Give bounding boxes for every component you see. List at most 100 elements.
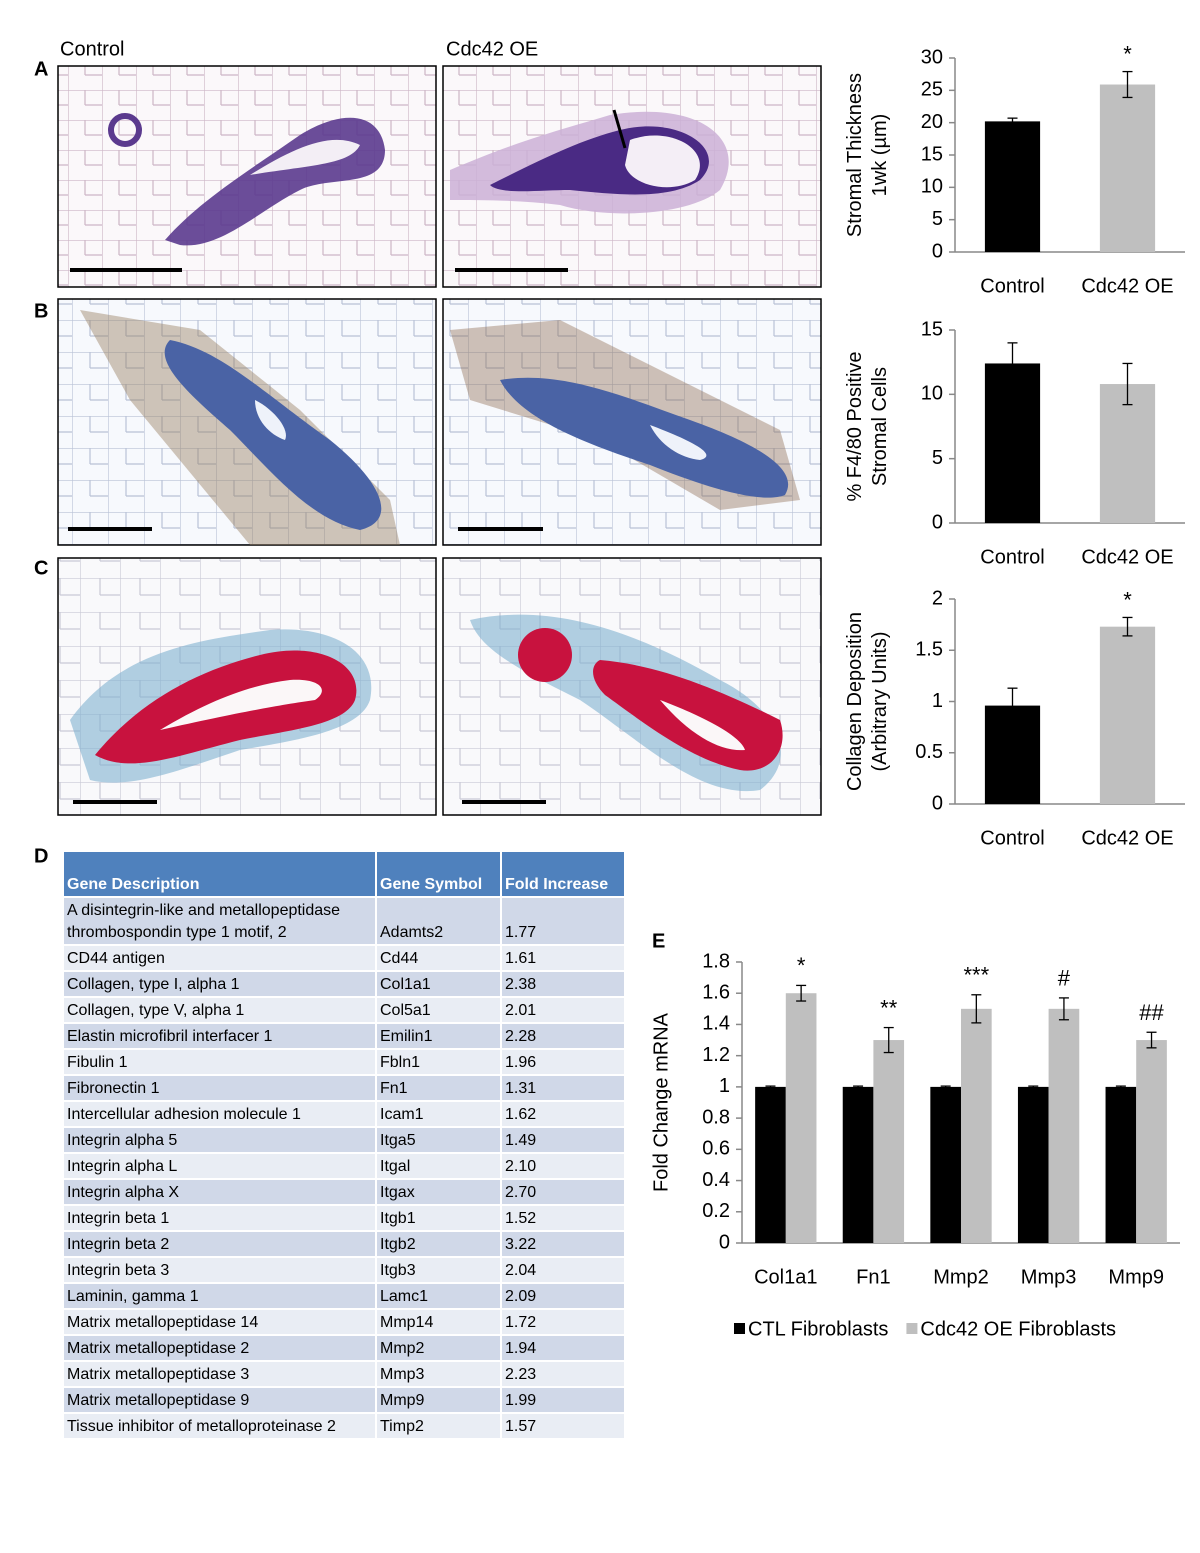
bar (1099, 626, 1156, 804)
table-cell: CD44 antigen (62, 944, 377, 972)
table-cell: Itgal (375, 1152, 502, 1180)
bar (984, 121, 1041, 252)
table-cell: 1.96 (500, 1048, 626, 1076)
table-cell: Fibulin 1 (62, 1048, 377, 1076)
bar (1048, 1008, 1080, 1243)
table-cell: Itgax (375, 1178, 502, 1206)
table-cell: 2.23 (500, 1360, 626, 1388)
y-tick-label: 0.5 (915, 741, 943, 763)
x-tick-label: Fn1 (856, 1266, 890, 1288)
bar (785, 993, 817, 1243)
table-cell: Emilin1 (375, 1022, 502, 1050)
table-row: CD44 antigen Cd44 1.61 (62, 944, 626, 972)
table-cell: Itgb1 (375, 1204, 502, 1232)
y-axis-label: Collagen Deposition (844, 612, 866, 791)
bar (842, 1086, 874, 1243)
table-row: Integrin alpha 5 Itga5 1.49 (62, 1126, 626, 1154)
micrograph (442, 557, 822, 816)
y-axis-label: Stromal Thickness (844, 73, 866, 237)
table-row: Integrin alpha X Itgax 2.70 (62, 1178, 626, 1206)
table-cell: Matrix metallopeptidase 2 (62, 1334, 377, 1362)
y-tick-label: 30 (921, 46, 943, 68)
table-cell: Adamts2 (375, 896, 502, 946)
x-tick-label: Cdc42 OE (1081, 275, 1173, 297)
table-cell: 2.28 (500, 1022, 626, 1050)
table-cell: 2.38 (500, 970, 626, 998)
table-cell: Cd44 (375, 944, 502, 972)
table-cell: Laminin, gamma 1 (62, 1282, 377, 1310)
bar (1105, 1086, 1137, 1243)
y-tick-label: 1.6 (702, 982, 730, 1004)
y-tick-label: 1 (719, 1075, 730, 1097)
panel-label: E (652, 930, 665, 952)
y-tick-label: 0 (932, 792, 943, 814)
y-tick-label: 0 (932, 240, 943, 262)
y-tick-label: 5 (932, 208, 943, 230)
significance-mark: *** (963, 963, 989, 988)
table-row: Intercellular adhesion molecule 1 Icam1 1.… (62, 1100, 626, 1128)
y-tick-label: 10 (921, 383, 943, 405)
legend-label: CTL Fibroblasts (748, 1318, 888, 1340)
table-cell: Elastin microfibril interfacer 1 (62, 1022, 377, 1050)
table-row: Matrix metallopeptidase 3 Mmp3 2.23 (62, 1360, 626, 1388)
table-cell: Col5a1 (375, 996, 502, 1024)
legend-swatch (734, 1323, 745, 1334)
x-tick-label: Cdc42 OE (1081, 827, 1173, 849)
error-bar (853, 1085, 864, 1089)
significance-mark: * (1123, 587, 1132, 612)
table-cell: Itgb3 (375, 1256, 502, 1284)
y-axis-label: 1wk (µm) (869, 114, 891, 197)
table-cell: 1.99 (500, 1386, 626, 1414)
y-tick-label: 1.5 (915, 639, 943, 661)
table-row: Collagen, type I, alpha 1 Col1a1 2.38 (62, 970, 626, 998)
table-header-cell: Gene Description (62, 850, 377, 898)
y-tick-label: 1.4 (702, 1013, 730, 1035)
error-bar (1122, 362, 1133, 406)
y-tick-label: 0.2 (702, 1200, 730, 1222)
error-bar (1122, 616, 1133, 637)
table-cell: Itgb2 (375, 1230, 502, 1258)
x-tick-label: Control (980, 546, 1044, 568)
table-cell: 1.61 (500, 944, 626, 972)
y-tick-label: 15 (921, 318, 943, 340)
table-cell: Mmp2 (375, 1334, 502, 1362)
bar (1099, 384, 1156, 523)
error-bar (1007, 687, 1018, 724)
table-header-cell: Gene Symbol (375, 850, 502, 898)
error-bar (1028, 1085, 1039, 1089)
y-tick-label: 1 (932, 690, 943, 712)
y-tick-label: 5 (932, 447, 943, 469)
table-cell: Integrin alpha X (62, 1178, 377, 1206)
y-tick-label: 0.6 (702, 1138, 730, 1160)
error-bar (1007, 117, 1018, 126)
legend-label: Cdc42 OE Fibroblasts (920, 1318, 1116, 1340)
x-tick-label: Mmp9 (1108, 1266, 1164, 1288)
table-header-cell: Fold Increase (500, 850, 626, 898)
bar (1017, 1086, 1049, 1243)
table-cell: 2.01 (500, 996, 626, 1024)
y-tick-label: 20 (921, 111, 943, 133)
panel-label: D (34, 845, 48, 867)
image-heading: Cdc42 OE (446, 38, 538, 60)
micrograph (442, 298, 822, 546)
y-tick-label: 0 (719, 1231, 730, 1253)
table-cell: Integrin alpha 5 (62, 1126, 377, 1154)
bar (1136, 1040, 1167, 1243)
table-cell: 1.77 (500, 896, 626, 946)
table-row: Matrix metallopeptidase 14 Mmp14 1.72 (62, 1308, 626, 1336)
y-tick-label: 15 (921, 143, 943, 165)
gene-table: Gene Description Gene Symbol Fold Increase… (62, 850, 626, 1440)
x-tick-label: Control (980, 827, 1044, 849)
table-cell: 2.09 (500, 1282, 626, 1310)
table-cell: Integrin beta 1 (62, 1204, 377, 1232)
table-cell: 1.52 (500, 1204, 626, 1232)
table-cell: Integrin alpha L (62, 1152, 377, 1180)
x-tick-label: Col1a1 (754, 1266, 817, 1288)
table-cell: Fbln1 (375, 1048, 502, 1076)
table-row: Laminin, gamma 1 Lamc1 2.09 (62, 1282, 626, 1310)
y-tick-label: 0.8 (702, 1106, 730, 1128)
bar (961, 1008, 992, 1243)
table-cell: 2.04 (500, 1256, 626, 1284)
